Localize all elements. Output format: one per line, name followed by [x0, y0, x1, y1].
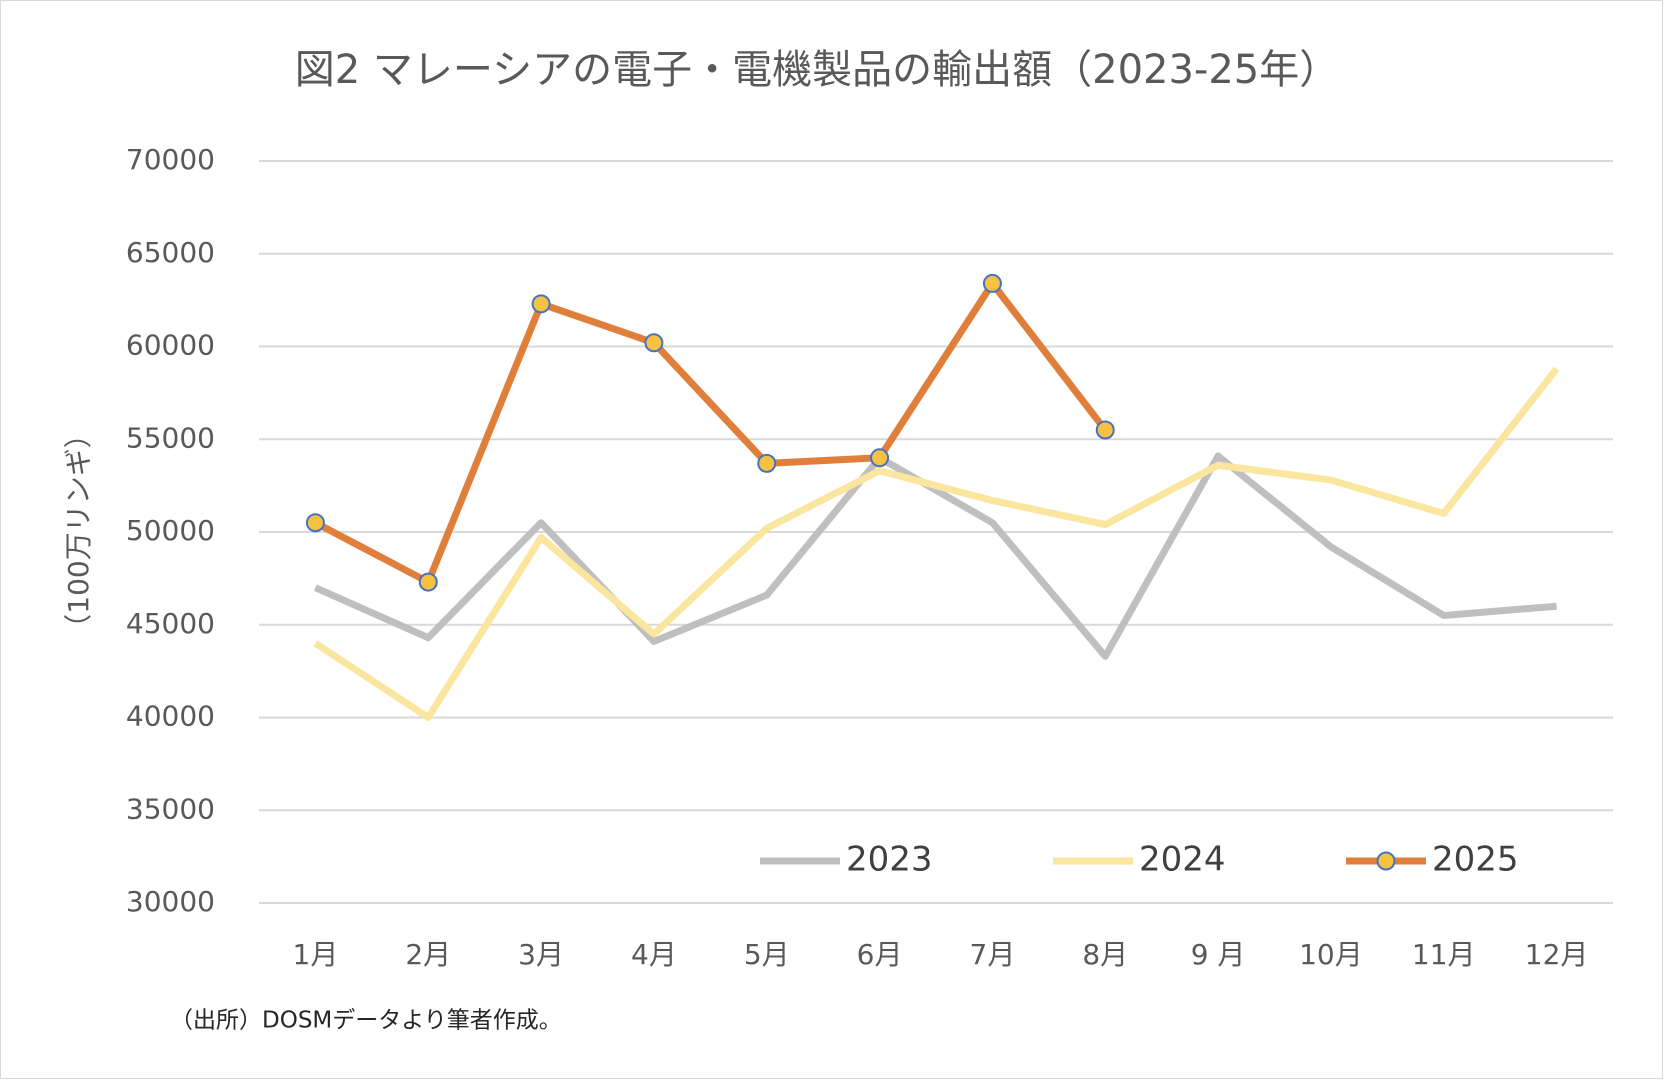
x-tick-label: 7月 — [970, 938, 1016, 971]
series-line — [313, 452, 1557, 660]
y-tick-label: 60000 — [126, 329, 215, 362]
y-tick-label: 55000 — [126, 421, 215, 454]
y-axis-label: （100万リンギ） — [62, 420, 95, 641]
marker — [644, 333, 664, 353]
x-tick-label: 9 月 — [1191, 938, 1246, 971]
series-line — [313, 366, 1560, 721]
x-tick-label: 5月 — [744, 938, 790, 971]
marker — [305, 513, 325, 533]
y-tick-label: 65000 — [126, 236, 215, 269]
y-tick-label: 50000 — [126, 514, 215, 547]
legend-label: 2025 — [1432, 840, 1519, 880]
legend-label: 2024 — [1139, 840, 1226, 880]
x-tick-label: 12月 — [1525, 938, 1589, 971]
y-tick-label: 30000 — [126, 885, 215, 918]
marker — [757, 453, 777, 473]
chart-title: 図2 マレーシアの電子・電機製品の輸出額（2023-25年） — [295, 47, 1340, 93]
marker — [531, 294, 551, 314]
legend-label: 2023 — [846, 840, 933, 880]
y-tick-label: 45000 — [126, 607, 215, 640]
marker — [870, 448, 890, 468]
y-tick-label: 70000 — [126, 143, 215, 176]
series-line — [313, 279, 1109, 586]
x-tick-label: 11月 — [1412, 938, 1476, 971]
x-tick-label: 8月 — [1082, 938, 1128, 971]
x-tick-label: 3月 — [518, 938, 564, 971]
x-tick-label: 4月 — [631, 938, 677, 971]
marker — [418, 572, 438, 592]
x-tick-label: 10月 — [1299, 938, 1363, 971]
marker — [1095, 420, 1115, 440]
y-tick-label: 35000 — [126, 792, 215, 825]
x-tick-label: 6月 — [857, 938, 903, 971]
source-note: （出所）DOSMデータより筆者作成。 — [170, 1008, 562, 1034]
marker — [982, 273, 1002, 293]
x-tick-label: 2月 — [405, 938, 451, 971]
y-tick-label: 40000 — [126, 700, 215, 733]
x-tick-label: 1月 — [293, 938, 339, 971]
legend-marker — [1376, 851, 1396, 871]
